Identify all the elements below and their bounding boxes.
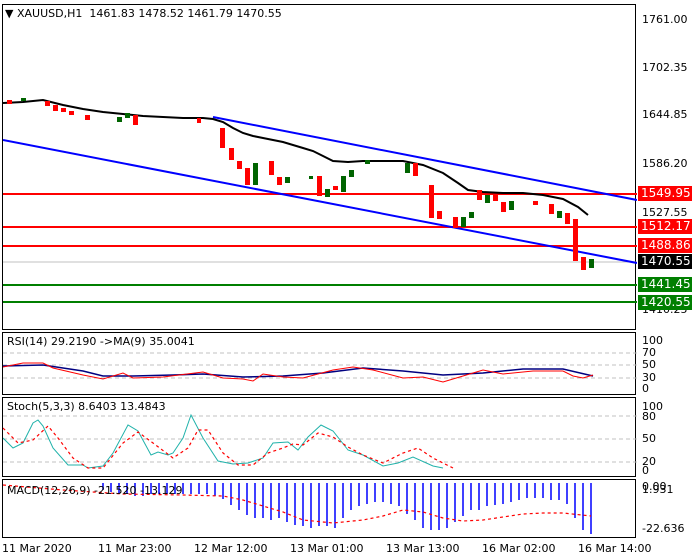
rsi-axis: 50 [642, 358, 656, 371]
main-chart-panel[interactable]: ▼ XAUUSD,H1 1461.83 1478.52 1461.79 1470… [2, 4, 637, 330]
price-axis-label: 1527.55 [642, 206, 688, 219]
symbol-label: XAUUSD,H1 [16, 7, 83, 20]
ohlc-values: 1461.83 1478.52 1461.79 1470.55 [89, 7, 282, 20]
level-tag: 1488.86 [638, 238, 692, 253]
chart-header: ▼ XAUUSD,H1 1461.83 1478.52 1461.79 1470… [5, 7, 282, 20]
candles [7, 98, 594, 270]
level-tag: 1512.17 [638, 219, 692, 234]
stoch-axis: 0 [642, 464, 649, 477]
level-tag: 1441.45 [638, 277, 692, 292]
time-axis-label: 11 Mar 2020 [2, 542, 72, 555]
stoch-label: Stoch(5,3,3) 8.6403 13.4843 [7, 400, 166, 413]
price-axis-label: 1702.35 [642, 61, 688, 74]
price-axis-label: 1644.85 [642, 108, 688, 121]
level-tag: 1420.55 [638, 295, 692, 310]
rsi-axis: 70 [642, 346, 656, 359]
macd-chart [3, 483, 592, 534]
current-price-tag: 1470.55 [638, 254, 692, 269]
time-axis-label: 13 Mar 01:00 [290, 542, 364, 555]
price-axis-label: 1586.20 [642, 157, 688, 170]
time-axis-label: 12 Mar 12:00 [194, 542, 268, 555]
level-tag: 1549.95 [638, 186, 692, 201]
time-axis-label: 16 Mar 14:00 [578, 542, 652, 555]
rsi-axis: 30 [642, 371, 656, 384]
macd-panel[interactable]: MACD(12,26,9) -21.520 -13.129 [2, 479, 636, 538]
rsi-panel[interactable]: RSI(14) 29.2190 ->MA(9) 35.0041 [2, 332, 637, 395]
rsi-label: RSI(14) 29.2190 ->MA(9) 35.0041 [7, 335, 195, 348]
stoch-chart [3, 413, 637, 469]
time-axis-label: 16 Mar 02:00 [482, 542, 556, 555]
price-chart [3, 98, 637, 303]
time-axis-label: 11 Mar 23:00 [98, 542, 172, 555]
rsi-axis: 100 [642, 334, 663, 347]
stoch-axis: 80 [642, 410, 656, 423]
stoch-axis: 100 [642, 400, 663, 413]
stoch-axis: 50 [642, 432, 656, 445]
collapse-arrow-icon[interactable]: ▼ [5, 7, 14, 20]
macd-axis: 1.931 [642, 483, 674, 496]
stoch-axis: 20 [642, 455, 656, 468]
rsi-axis: 0 [642, 382, 649, 395]
stochastic-panel[interactable]: Stoch(5,3,3) 8.6403 13.4843 [2, 397, 637, 477]
macd-axis: -22.636 [642, 522, 685, 535]
rsi-chart [3, 352, 637, 383]
macd-label: MACD(12,26,9) -21.520 -13.129 [7, 484, 183, 497]
macd-axis: 0.00 [642, 480, 667, 493]
price-axis-label: 1761.00 [642, 13, 688, 26]
time-axis-label: 13 Mar 13:00 [386, 542, 460, 555]
